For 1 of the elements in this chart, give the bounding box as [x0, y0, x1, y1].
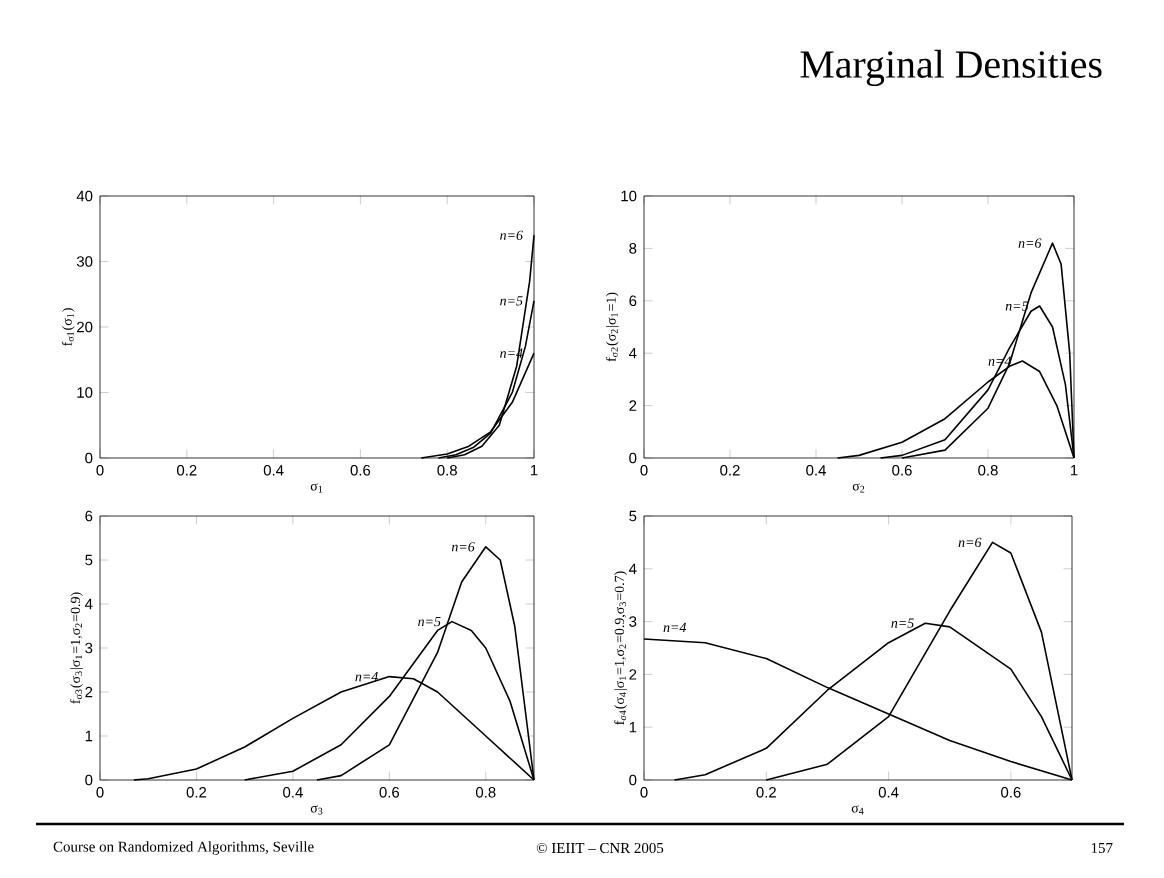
chart-title: Marginal Densities — [800, 49, 1102, 87]
